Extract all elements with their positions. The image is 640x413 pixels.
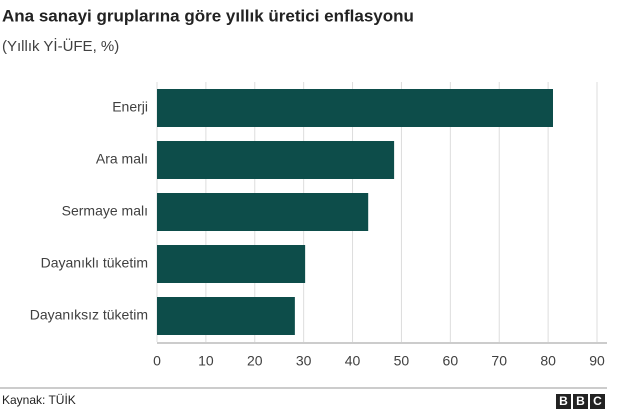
bar [157,89,553,127]
logo-letter: B [559,394,568,408]
logo-box [573,394,588,409]
x-tick-label: 70 [491,353,507,369]
chart-subtitle: (Yıllık Yİ-ÜFE, %) [2,37,119,55]
x-tick-label: 40 [345,353,361,369]
y-tick-label: Sermaye malı [62,203,148,219]
x-tick-label: 80 [540,353,556,369]
chart-title: Ana sanayi gruplarına göre yıllık üretic… [2,6,414,25]
logo-letter: B [576,394,585,408]
x-tick-label: 50 [394,353,410,369]
logo-letter: C [593,394,602,408]
bar [157,141,395,179]
logo-box [556,394,571,409]
y-tick-label: Enerji [112,99,148,115]
x-tick-label: 30 [296,353,312,369]
logo-box [590,394,605,409]
x-tick-label: 60 [443,353,459,369]
source: Kaynak: TÜİK [2,393,76,407]
x-tick-label: 90 [589,353,605,369]
x-tick-label: 20 [247,353,263,369]
x-tick-label: 10 [198,353,214,369]
y-tick-label: Dayanıksız tüketim [30,307,148,323]
x-tick-label: 0 [153,353,161,369]
bar [157,193,369,231]
bar [157,297,295,335]
y-tick-label: Dayanıklı tüketim [41,255,148,271]
bar [157,245,306,283]
y-tick-label: Ara malı [96,151,148,167]
